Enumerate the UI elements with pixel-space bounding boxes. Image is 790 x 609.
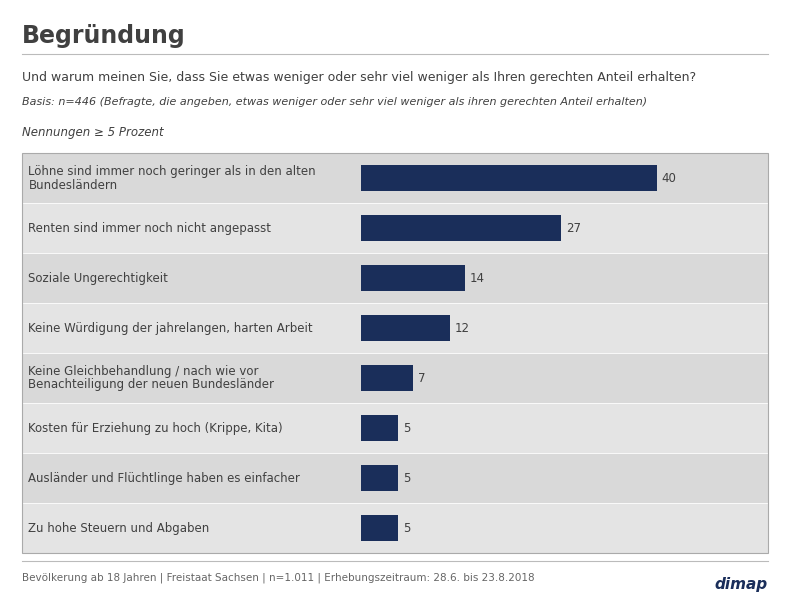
Text: Und warum meinen Sie, dass Sie etwas weniger oder sehr viel weniger als Ihren ge: Und warum meinen Sie, dass Sie etwas wen… (22, 71, 696, 84)
Text: Löhne sind immer noch geringer als in den alten: Löhne sind immer noch geringer als in de… (28, 165, 316, 178)
Bar (362, 365, 413, 391)
Text: Soziale Ungerechtigkeit: Soziale Ungerechtigkeit (28, 272, 168, 285)
Bar (22, 253, 768, 303)
Text: Ausländer und Flüchtlinge haben es einfacher: Ausländer und Flüchtlinge haben es einfa… (28, 471, 300, 485)
Text: 40: 40 (662, 172, 677, 185)
Text: dimap: dimap (715, 577, 768, 593)
Text: 7: 7 (418, 371, 425, 385)
Bar (362, 415, 398, 441)
Bar (22, 153, 768, 203)
Text: Keine Gleichbehandlung / nach wie vor: Keine Gleichbehandlung / nach wie vor (28, 365, 259, 378)
Text: 5: 5 (403, 421, 411, 435)
Bar (22, 203, 768, 253)
Bar (22, 503, 768, 553)
Bar (362, 216, 561, 241)
Text: Nennungen ≥ 5 Prozent: Nennungen ≥ 5 Prozent (22, 126, 164, 139)
Text: 14: 14 (469, 272, 484, 285)
Text: Benachteiligung der neuen Bundesländer: Benachteiligung der neuen Bundesländer (28, 378, 274, 392)
Text: Renten sind immer noch nicht angepasst: Renten sind immer noch nicht angepasst (28, 222, 272, 235)
Text: 12: 12 (455, 322, 470, 335)
Bar (362, 166, 657, 191)
Bar (362, 515, 398, 541)
Text: Zu hohe Steuern und Abgaben: Zu hohe Steuern und Abgaben (28, 521, 209, 535)
Bar (22, 453, 768, 503)
Text: Begründung: Begründung (22, 24, 186, 48)
Text: Keine Würdigung der jahrelangen, harten Arbeit: Keine Würdigung der jahrelangen, harten … (28, 322, 313, 335)
Text: Bundesländern: Bundesländern (28, 178, 118, 192)
Bar (22, 353, 768, 403)
Text: Kosten für Erziehung zu hoch (Krippe, Kita): Kosten für Erziehung zu hoch (Krippe, Ki… (28, 421, 283, 435)
Text: Bevölkerung ab 18 Jahren | Freistaat Sachsen | n=1.011 | Erhebungszeitraum: 28.6: Bevölkerung ab 18 Jahren | Freistaat Sac… (22, 572, 535, 583)
Bar (22, 303, 768, 353)
Bar (362, 465, 398, 491)
Bar (362, 315, 450, 341)
Text: 5: 5 (403, 521, 411, 535)
Text: 27: 27 (566, 222, 581, 235)
Text: Basis: n=446 (Befragte, die angeben, etwas weniger oder sehr viel weniger als ih: Basis: n=446 (Befragte, die angeben, etw… (22, 97, 647, 107)
Text: 5: 5 (403, 471, 411, 485)
Bar (22, 153, 768, 553)
Bar (22, 403, 768, 453)
Bar (362, 266, 465, 291)
